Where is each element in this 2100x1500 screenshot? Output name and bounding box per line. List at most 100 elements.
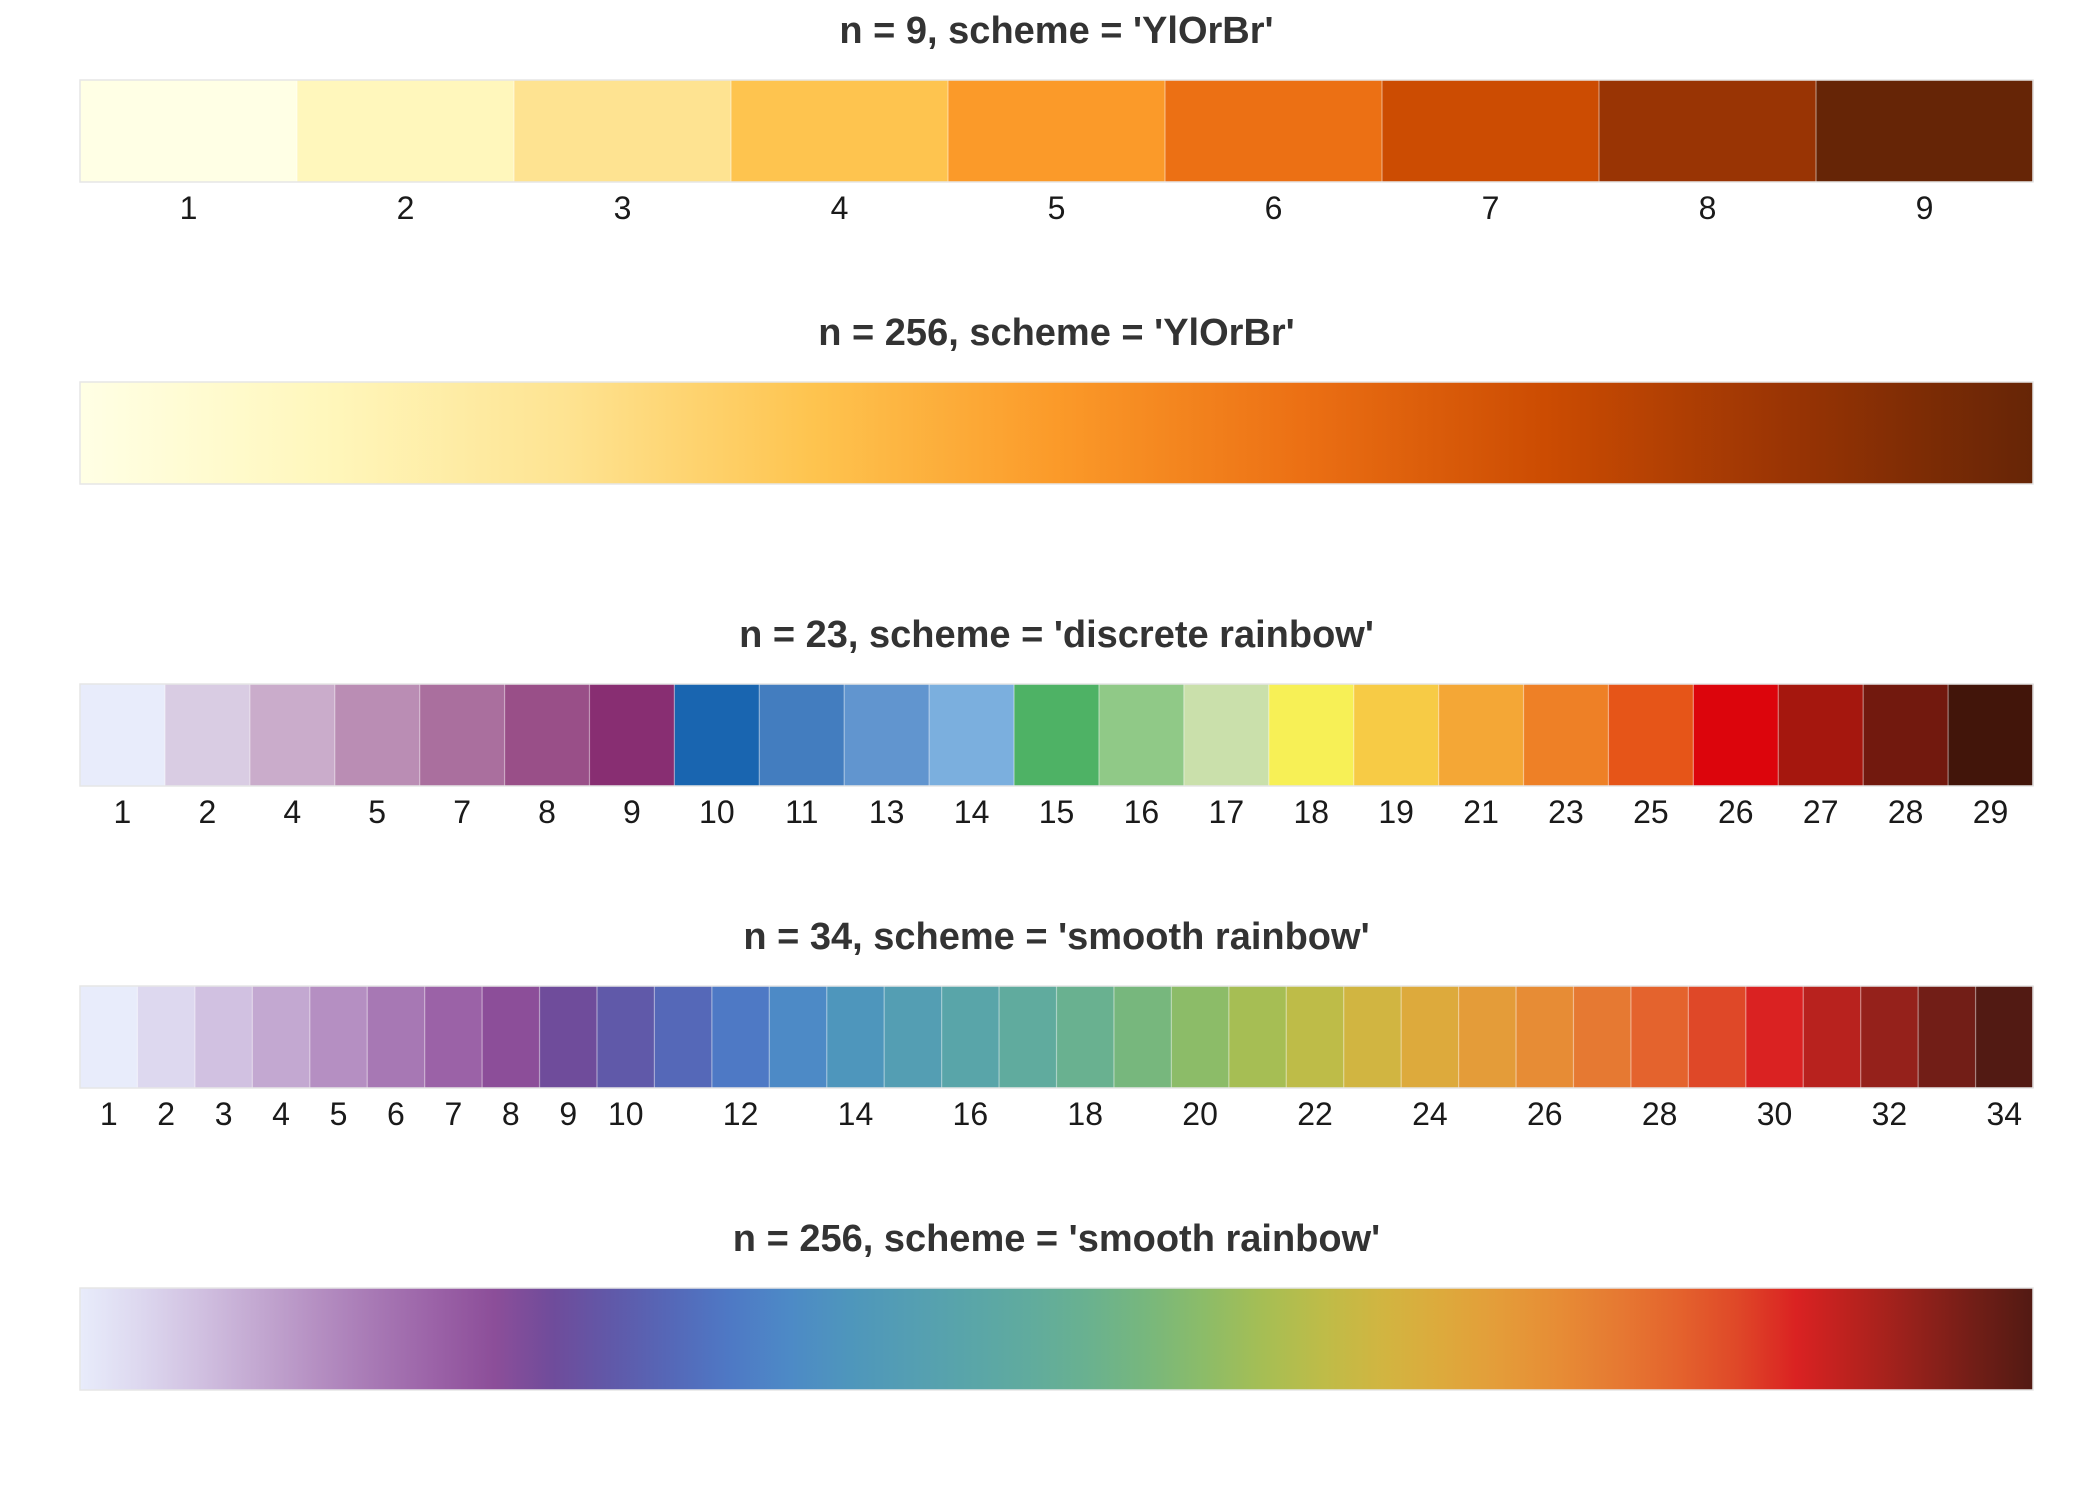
colour-swatch: [80, 986, 139, 1088]
panels: n = 9, scheme = 'YlOrBr'1 2 3 4 5 6 7 8 9n = 256…: [79, 10, 2034, 1391]
tick-label: 8: [502, 1096, 520, 1132]
tick-label: 3: [614, 190, 632, 226]
colour-swatch: [482, 986, 541, 1088]
colour-swatch: [844, 684, 930, 786]
scheme-panel: n = 23, scheme = 'discrete rainbow' 1 2 4 5 7…: [79, 614, 2034, 830]
tick-label: 6: [387, 1096, 405, 1132]
scheme-panel: n = 9, scheme = 'YlOrBr' 1 2 3 4 5 6 7 8 9: [79, 10, 2034, 226]
colour-swatch: [419, 684, 506, 786]
colour-swatch: [674, 684, 760, 786]
tick-label: 16: [1124, 794, 1160, 830]
gradient-strip: [80, 382, 2033, 484]
tick-label: 20: [1182, 1096, 1218, 1132]
tick-label: 2: [198, 794, 216, 830]
colour-swatch: [1975, 986, 2034, 1088]
scheme-panel: n = 34, scheme = 'smooth rainbow'1 2 3 4 5 6 7…: [79, 916, 2034, 1132]
colour-swatch: [1608, 684, 1694, 786]
tick-label: 6: [1265, 190, 1283, 226]
colour-swatch: [884, 986, 943, 1088]
colour-swatch: [731, 80, 949, 182]
tick-label: 7: [444, 1096, 462, 1132]
colour-swatch: [137, 986, 196, 1088]
tick-label: 27: [1803, 794, 1839, 830]
scheme-panel: n = 256, scheme = 'smooth rainbow': [79, 1218, 2034, 1391]
tick-label: 10: [699, 794, 735, 830]
tick-label: 4: [831, 190, 849, 226]
tick-label: 9: [623, 794, 641, 830]
colour-swatch: [1778, 684, 1864, 786]
colour-swatch: [1458, 986, 1517, 1088]
tick-label: 22: [1297, 1096, 1333, 1132]
tick-label: 1: [180, 190, 198, 226]
colour-swatch: [504, 684, 591, 786]
gradient-strip: [80, 1288, 2033, 1390]
strip-frame: [79, 1287, 2034, 1391]
tick-label: 23: [1548, 794, 1584, 830]
tick-label: 10: [608, 1096, 644, 1132]
colour-swatch: [1863, 684, 1949, 786]
tick-label: 15: [1039, 794, 1075, 830]
tick-label: 28: [1888, 794, 1924, 830]
colour-swatch: [539, 986, 598, 1088]
colour-swatch: [80, 684, 166, 786]
panel-title: n = 256, scheme = 'YlOrBr': [818, 312, 1294, 354]
tick-label: 3: [215, 1096, 233, 1132]
colour-swatch: [1343, 986, 1402, 1088]
strip-frame: [79, 985, 2034, 1089]
colour-swatch: [1438, 684, 1525, 786]
tick-label: 1: [114, 794, 132, 830]
colour-swatch: [1056, 986, 1115, 1088]
colour-swatch: [1803, 986, 1862, 1088]
colour-swatch: [249, 684, 336, 786]
strip-frame: [79, 683, 2034, 787]
colour-swatch: [1113, 986, 1172, 1088]
colour-swatch: [1630, 986, 1689, 1088]
colour-swatch: [1688, 986, 1747, 1088]
colour-swatch: [948, 80, 1166, 182]
colour-swatch: [424, 986, 483, 1088]
colour-swatch: [297, 80, 515, 182]
colour-swatch: [1599, 80, 1817, 182]
colour-swatch: [1745, 986, 1804, 1088]
colour-swatch: [1014, 684, 1100, 786]
tick-label: 32: [1872, 1096, 1908, 1132]
colour-swatch: [1860, 986, 1919, 1088]
colour-swatch: [1401, 986, 1460, 1088]
colour-swatch: [1353, 684, 1440, 786]
tick-label: 7: [1482, 190, 1500, 226]
colour-swatch: [941, 986, 1000, 1088]
tick-label: 14: [954, 794, 990, 830]
colour-swatch: [334, 684, 421, 786]
tick-label: 18: [1067, 1096, 1103, 1132]
colour-swatch: [1573, 986, 1632, 1088]
colour-swatch: [1918, 986, 1977, 1088]
colour-swatch: [759, 684, 845, 786]
colour-swatch: [596, 986, 656, 1088]
tick-label: 5: [330, 1096, 348, 1132]
colour-swatch: [999, 986, 1058, 1088]
scheme-panel: n = 256, scheme = 'YlOrBr': [79, 312, 2034, 485]
colour-swatch: [1948, 684, 2034, 786]
tick-label: 9: [1916, 190, 1934, 226]
tick-label: 12: [723, 1096, 759, 1132]
colour-swatch: [654, 986, 713, 1088]
tick-label: 17: [1209, 794, 1245, 830]
panel-title: n = 9, scheme = 'YlOrBr': [839, 10, 1273, 52]
tick-label: 5: [1048, 190, 1066, 226]
tick-label: 8: [538, 794, 556, 830]
tick-label: 26: [1718, 794, 1754, 830]
strip-frame: [79, 381, 2034, 485]
tick-label: 4: [272, 1096, 290, 1132]
colour-swatch: [1523, 684, 1610, 786]
colour-swatch: [252, 986, 311, 1088]
colour-swatch: [1382, 80, 1600, 182]
colour-swatch: [194, 986, 253, 1088]
tick-label: 2: [397, 190, 415, 226]
tick-label: 16: [953, 1096, 989, 1132]
tick-label: 7: [453, 794, 471, 830]
tick-label: 13: [869, 794, 905, 830]
colour-swatch: [1816, 80, 2034, 182]
colour-swatch: [367, 986, 426, 1088]
colour-swatch: [1165, 80, 1383, 182]
colour-swatch: [1693, 684, 1779, 786]
